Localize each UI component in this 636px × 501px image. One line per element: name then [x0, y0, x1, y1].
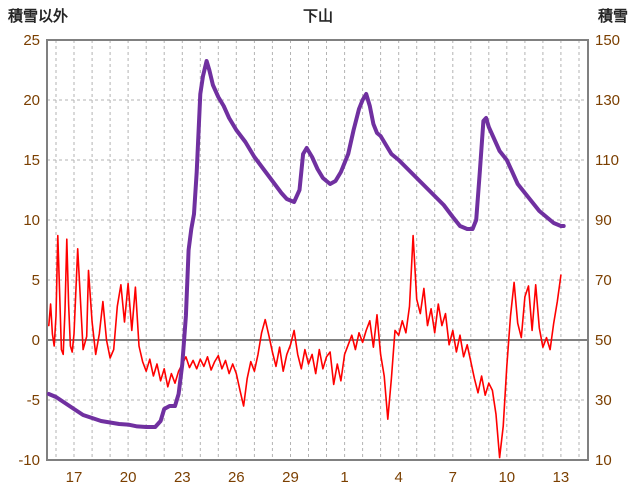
- x-tick-label: 1: [340, 469, 348, 486]
- left-axis-title: 積雪以外: [8, 8, 69, 25]
- right-tick-label: 50: [595, 332, 612, 349]
- x-tick-label: 7: [449, 469, 457, 486]
- series-snow-line: [47, 59, 566, 429]
- right-tick-label: 10: [595, 452, 612, 469]
- x-tick-label: 20: [120, 469, 137, 486]
- right-tick-label: 90: [595, 212, 612, 229]
- x-tick-label: 29: [282, 469, 299, 486]
- right-tick-label: 30: [595, 392, 612, 409]
- right-tick-label: 150: [595, 32, 620, 49]
- left-tick-label: 0: [32, 332, 40, 349]
- plot-frame: [46, 39, 589, 461]
- left-tick-label: 5: [32, 272, 40, 289]
- right-tick-label: 70: [595, 272, 612, 289]
- series-other-line: [47, 234, 562, 459]
- left-tick-label: -10: [18, 452, 40, 469]
- left-tick-label: 25: [23, 32, 40, 49]
- x-tick-label: 26: [228, 469, 245, 486]
- right-axis-title: 積雪: [597, 8, 628, 25]
- left-tick-label: 10: [23, 212, 40, 229]
- left-tick-label: 15: [23, 152, 40, 169]
- x-tick-label: 10: [498, 469, 515, 486]
- right-tick-label: 130: [595, 92, 620, 109]
- right-tick-label: 110: [595, 152, 619, 169]
- x-tick-label: 23: [174, 469, 191, 486]
- x-tick-label: 17: [66, 469, 83, 486]
- x-tick-label: 4: [395, 469, 403, 486]
- chart-title: 下山: [302, 8, 333, 25]
- x-tick-label: 13: [553, 469, 570, 486]
- left-tick-label: -5: [27, 392, 40, 409]
- left-tick-label: 20: [23, 92, 40, 109]
